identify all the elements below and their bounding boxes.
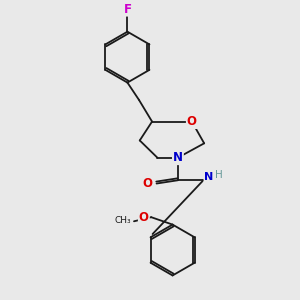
Text: O: O: [139, 211, 149, 224]
Text: F: F: [123, 3, 131, 16]
Text: CH₃: CH₃: [114, 216, 131, 225]
Text: O: O: [187, 115, 197, 128]
Text: N: N: [173, 151, 183, 164]
Text: O: O: [142, 177, 152, 190]
Text: H: H: [215, 170, 223, 180]
Text: N: N: [205, 172, 214, 182]
